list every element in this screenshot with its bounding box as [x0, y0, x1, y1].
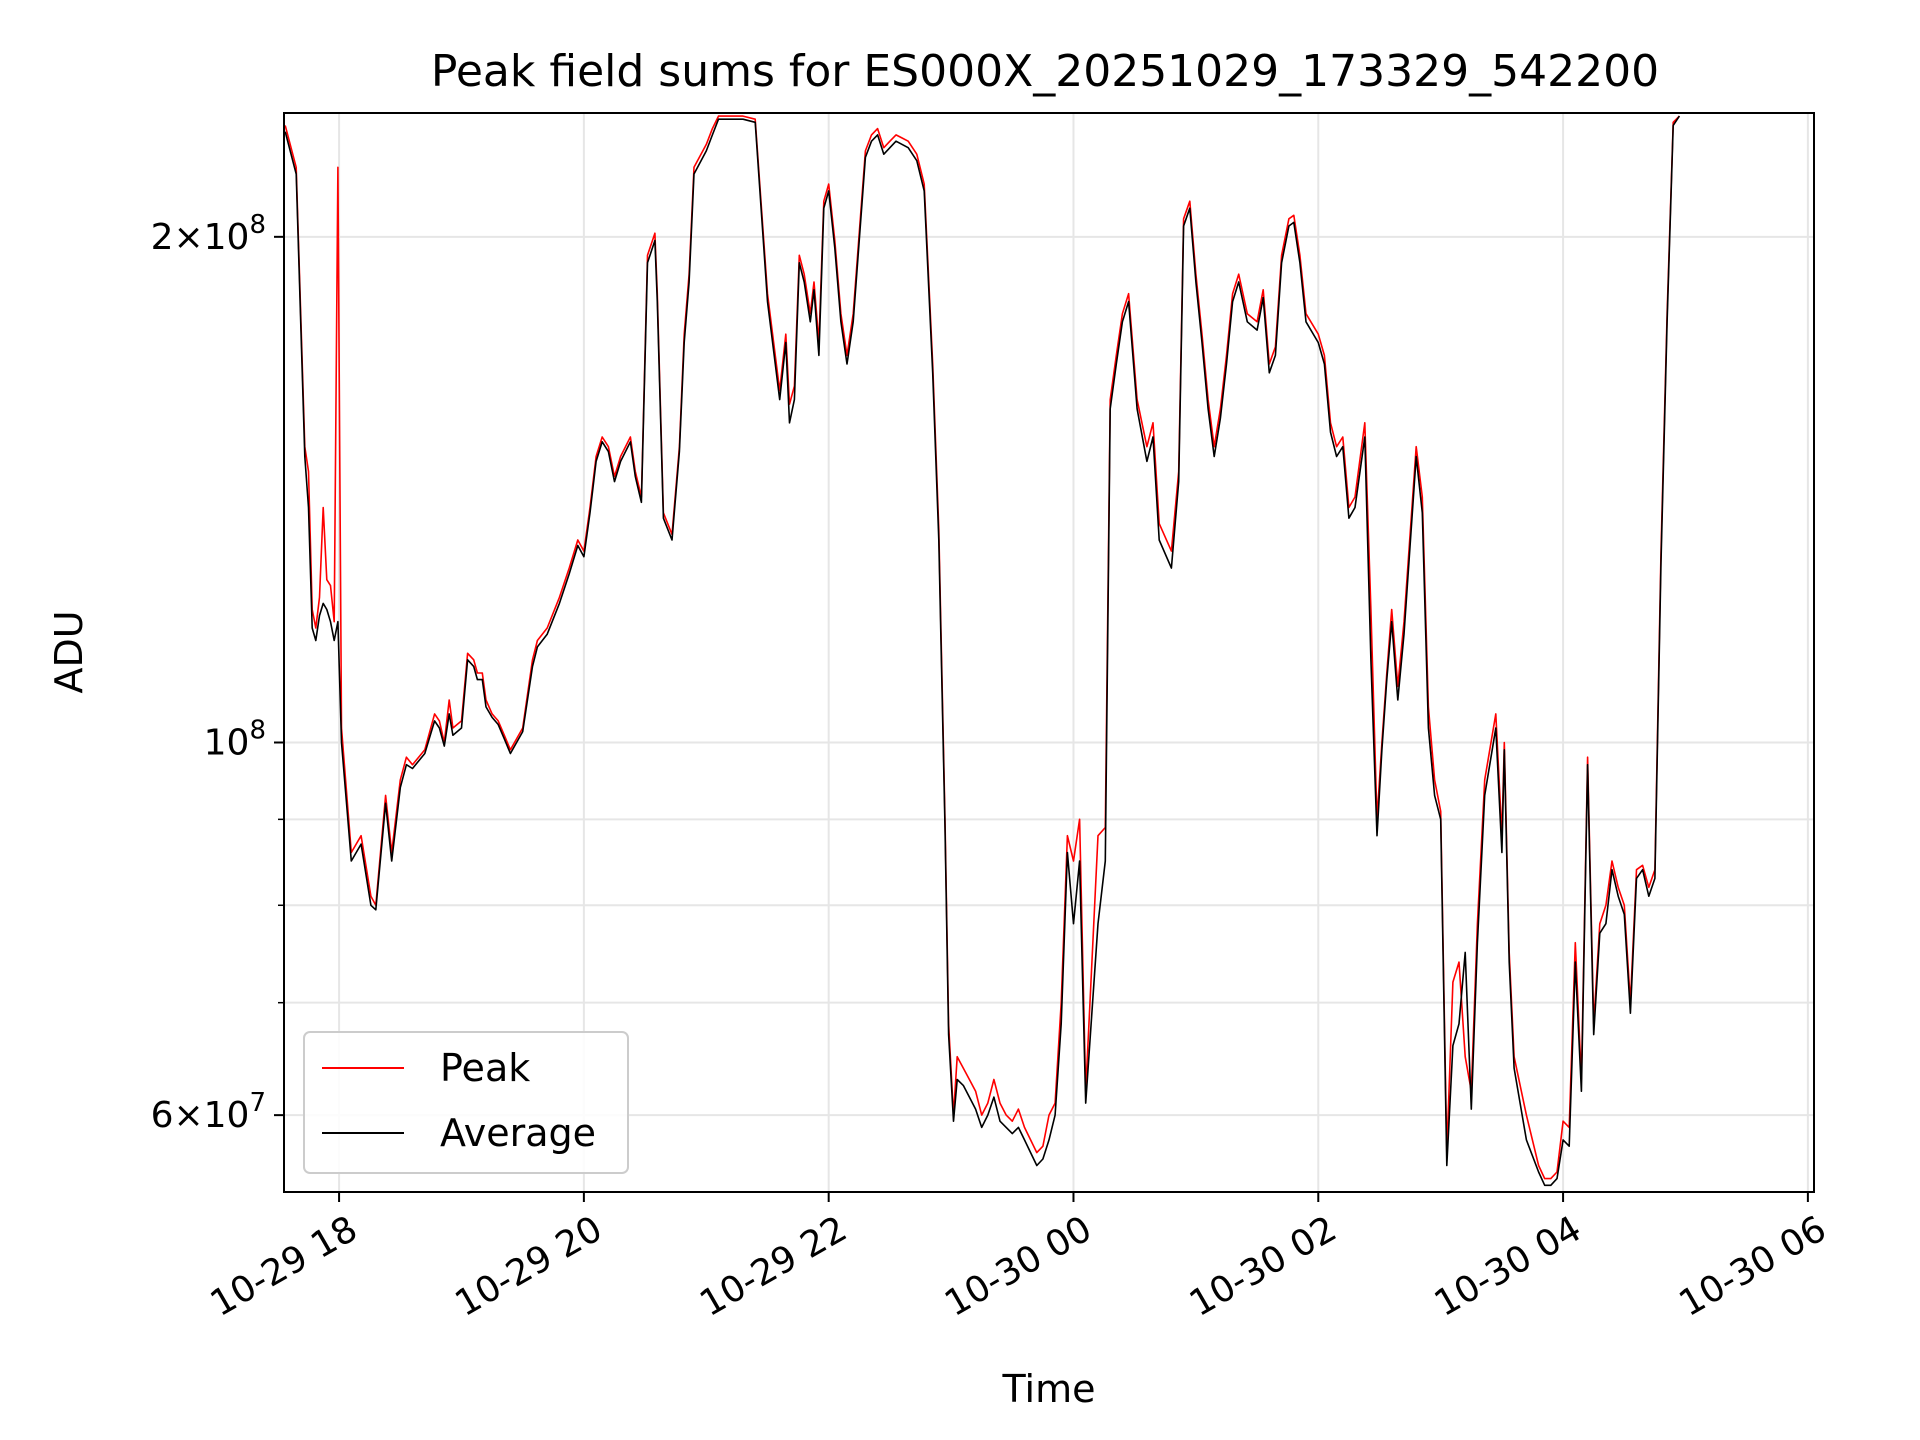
y-tick-label: 2×108	[151, 210, 266, 258]
legend-label-peak: Peak	[440, 1046, 530, 1090]
legend-label-average: Average	[440, 1111, 596, 1155]
plot-area	[284, 115, 1681, 1187]
series-line-average	[284, 115, 1681, 1187]
x-axis-label: Time	[1002, 1367, 1096, 1411]
y-tick-label: 108	[204, 715, 266, 763]
series-line-peak	[284, 115, 1680, 1180]
y-tick-label: 6×107	[151, 1088, 266, 1136]
chart-title: Peak field sums for ES000X_20251029_1733…	[431, 46, 1659, 97]
legend: Peak Average	[303, 1031, 629, 1174]
y-axis-label: ADU	[47, 610, 91, 693]
axes-frame	[283, 112, 1815, 1193]
